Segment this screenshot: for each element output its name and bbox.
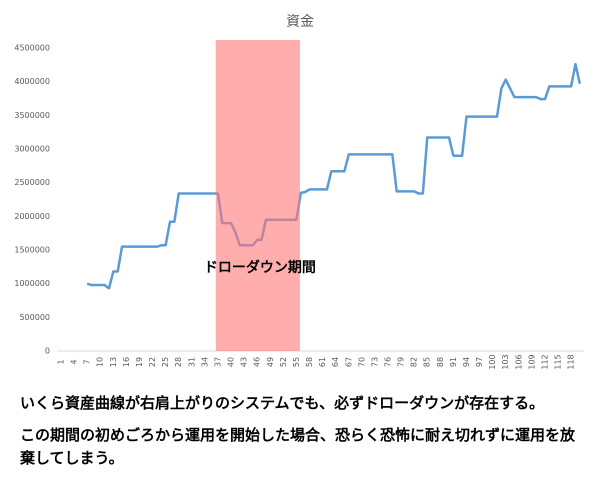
chart: 資金 0 500000 1000000 1500000 2000000 2500000 30… [14,14,584,370]
x-tick-label: 16 [122,357,131,367]
y-tick-label: 3000000 [14,145,50,154]
x-tick-label: 97 [475,357,484,367]
x-tick-label: 25 [161,357,170,367]
x-tick-label: 37 [213,357,222,367]
x-tick-label: 67 [344,357,353,367]
y-tick-label: 3500000 [14,111,50,120]
x-tick-label: 4 [70,359,79,364]
x-tick-label: 40 [227,357,236,367]
x-tick-label: 31 [187,357,196,367]
x-tick-label: 85 [423,357,432,367]
y-tick-label: 4500000 [14,44,50,53]
highlight-label: ドローダウン期間 [204,259,316,276]
y-tick-label: 2000000 [14,212,50,221]
note: いくら資産曲線が右肩上がりのシステムでも、必ずドローダウンが存在する。 [20,394,545,412]
notes: いくら資産曲線が右肩上がりのシステムでも、必ずドローダウンが存在する。 この期間… [20,392,585,479]
x-tick-label: 70 [357,357,366,367]
x-tick-label: 55 [292,357,301,367]
x-tick-label: 115 [554,354,563,369]
y-tick-label: 4000000 [14,77,50,86]
y-tick-label: 2500000 [14,178,50,187]
x-tick-label: 22 [148,357,157,367]
x-tick-label: 82 [410,357,419,367]
x-tick-label: 28 [174,357,183,367]
x-tick-label: 13 [109,357,118,367]
x-tick-label: 91 [449,357,458,367]
y-tick-label: 1000000 [14,279,50,288]
x-tick-label: 118 [567,354,576,369]
note: この期間の初めごろから運用を開始した場合、恐らく恐怖に耐え切れずに運用を放棄して… [20,426,576,467]
highlight-band [215,40,300,351]
x-tick-label: 109 [527,354,536,369]
x-tick-label: 43 [240,357,249,367]
y-tick-label: 500000 [19,313,50,322]
x-tick-label: 19 [135,357,144,367]
x-tick-label: 52 [279,357,288,367]
x-tick-label: 1 [57,359,66,364]
x-tick-label: 58 [305,357,314,367]
chart-title: 資金 [286,14,314,30]
x-tick-label: 106 [514,354,523,369]
x-tick-label: 112 [540,354,549,369]
x-tick-label: 88 [436,357,445,367]
x-tick-label: 61 [318,357,327,367]
y-tick-label: 1500000 [14,246,50,255]
x-tick-label: 94 [462,357,471,367]
x-tick-label: 79 [397,357,406,367]
x-tick-label: 100 [488,354,497,369]
x-tick-label: 103 [501,354,510,369]
x-tick-label: 7 [83,359,92,364]
x-tick-label: 10 [96,357,105,367]
y-tick-label: 0 [45,347,50,356]
x-tick-label: 46 [253,357,262,367]
x-tick-label: 64 [331,357,340,367]
x-tick-label: 76 [384,357,393,367]
x-tick-label: 73 [370,357,379,367]
line [86,62,582,290]
x-tick-label: 34 [200,357,209,367]
x-tick-label: 49 [266,357,275,367]
